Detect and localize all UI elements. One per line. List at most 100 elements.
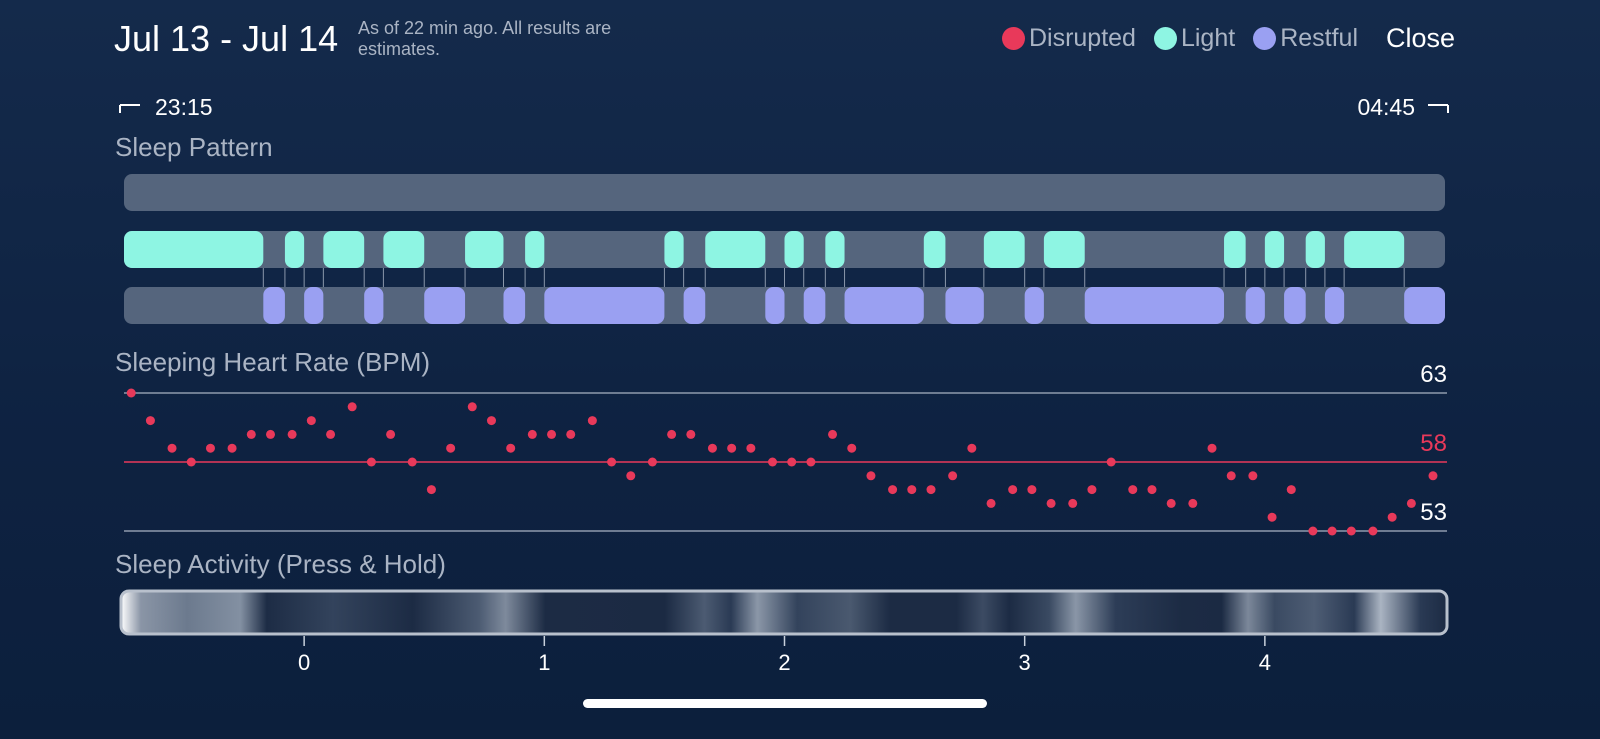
heart-rate-point <box>1308 526 1318 536</box>
heart-rate-point <box>828 429 838 439</box>
heart-rate-point <box>647 457 657 467</box>
heart-rate-point <box>787 457 797 467</box>
heart-rate-point <box>1147 485 1157 495</box>
heart-rate-point <box>506 443 516 453</box>
sleep-segment <box>1404 287 1445 324</box>
heart-rate-point <box>866 471 876 481</box>
heart-rate-point <box>407 457 417 467</box>
activity-bar[interactable] <box>119 589 1449 636</box>
heart-rate-point <box>1327 526 1337 536</box>
heart-rate-point <box>126 388 136 398</box>
sleep-segment <box>1245 287 1265 324</box>
heart-rate-point <box>547 429 557 439</box>
legend-dot <box>1253 27 1277 50</box>
heart-rate-point <box>1068 498 1078 508</box>
heart-rate-point <box>847 443 857 453</box>
x-tick-label: 1 <box>538 650 550 675</box>
heart-rate-point <box>467 402 477 412</box>
sleep-segment <box>263 287 285 324</box>
heart-rate-point <box>1387 512 1397 522</box>
heart-rate-point <box>1207 443 1217 453</box>
heart-rate-point <box>386 429 396 439</box>
heart-rate-point <box>1027 485 1037 495</box>
legend-item: Light <box>1153 24 1236 53</box>
heart-rate-point <box>948 471 958 481</box>
range-bracket <box>1428 104 1449 113</box>
y-tick-label: 63 <box>1420 361 1447 388</box>
heart-rate-point <box>205 443 215 453</box>
heart-rate-point <box>1046 498 1056 508</box>
heart-rate-point <box>145 416 155 426</box>
heart-rate-point <box>266 429 276 439</box>
sleep-segment <box>825 231 845 268</box>
heart-rate-point <box>626 471 636 481</box>
heart-rate-point <box>1346 526 1356 536</box>
legend-dot <box>1001 27 1025 50</box>
x-tick-label: 4 <box>1259 650 1271 675</box>
heart-rate-point <box>888 485 898 495</box>
heart-rate-point <box>767 457 777 467</box>
sleep-segment <box>323 231 365 268</box>
heart-rate-point <box>926 485 936 495</box>
sleep-segment <box>1264 231 1285 268</box>
heart-rate-point <box>446 443 456 453</box>
heart-rate-point <box>607 457 617 467</box>
sleep-segment <box>683 287 706 324</box>
sleep-segment <box>284 231 305 268</box>
close-button[interactable]: Close <box>1385 23 1455 53</box>
heart-rate-point <box>1087 485 1097 495</box>
sleep-segment <box>705 231 766 268</box>
legend-dot <box>1153 27 1177 50</box>
heart-rate-point <box>1128 485 1138 495</box>
heart-rate-point <box>667 429 677 439</box>
heart-rate-point <box>167 443 177 453</box>
row-track <box>124 174 1445 211</box>
heart-rate-point <box>426 485 436 495</box>
legend-item: Restful <box>1253 24 1358 53</box>
heart-rate-point <box>527 429 537 439</box>
sleep-segment <box>124 231 264 268</box>
section-title: Sleep Activity (Press & Hold) <box>115 549 446 579</box>
sleep-segment <box>1284 287 1306 324</box>
sleep-segment <box>525 231 545 268</box>
average-label: 58 <box>1420 430 1447 457</box>
heart-rate-point <box>1428 471 1438 481</box>
sleep-segment <box>983 231 1025 268</box>
heart-rate-point <box>1226 471 1236 481</box>
heart-rate-point <box>1106 457 1116 467</box>
y-tick-label: 53 <box>1420 499 1447 526</box>
heart-rate-point <box>186 457 196 467</box>
sleep-segment <box>1024 287 1044 324</box>
sleep-segment <box>383 231 425 268</box>
heart-rate-point <box>306 416 316 426</box>
heart-rate-point <box>1406 498 1416 508</box>
range-bracket <box>119 104 140 113</box>
heart-rate-point <box>686 429 696 439</box>
heart-rate-point <box>1286 485 1296 495</box>
legend-label: Light <box>1180 24 1236 52</box>
sleep-segment <box>503 287 526 324</box>
sleep-segment <box>1305 231 1325 268</box>
heart-rate-point <box>1008 485 1018 495</box>
heart-rate-point <box>566 429 576 439</box>
heart-rate-point <box>1188 498 1198 508</box>
heart-rate-point <box>907 485 917 495</box>
estimate-note: As of 22 min ago. All results are estima… <box>358 18 612 59</box>
sleep-segment <box>1344 231 1405 268</box>
sleep-segment <box>945 287 984 324</box>
heart-rate-point <box>246 429 256 439</box>
sleep-segment <box>1043 231 1085 268</box>
heart-rate-point <box>967 443 977 453</box>
sleep-segment <box>465 231 504 268</box>
sleep-segment <box>1084 287 1225 324</box>
heart-rate-point <box>326 429 336 439</box>
heart-rate-point <box>1248 471 1258 481</box>
heart-rate-point <box>486 416 496 426</box>
sleep-segment <box>364 287 384 324</box>
legend: Disrupted Light Restful <box>1001 24 1358 53</box>
sleep-segment <box>803 287 826 324</box>
sleep-segment <box>664 231 684 268</box>
heart-rate-point <box>986 498 996 508</box>
